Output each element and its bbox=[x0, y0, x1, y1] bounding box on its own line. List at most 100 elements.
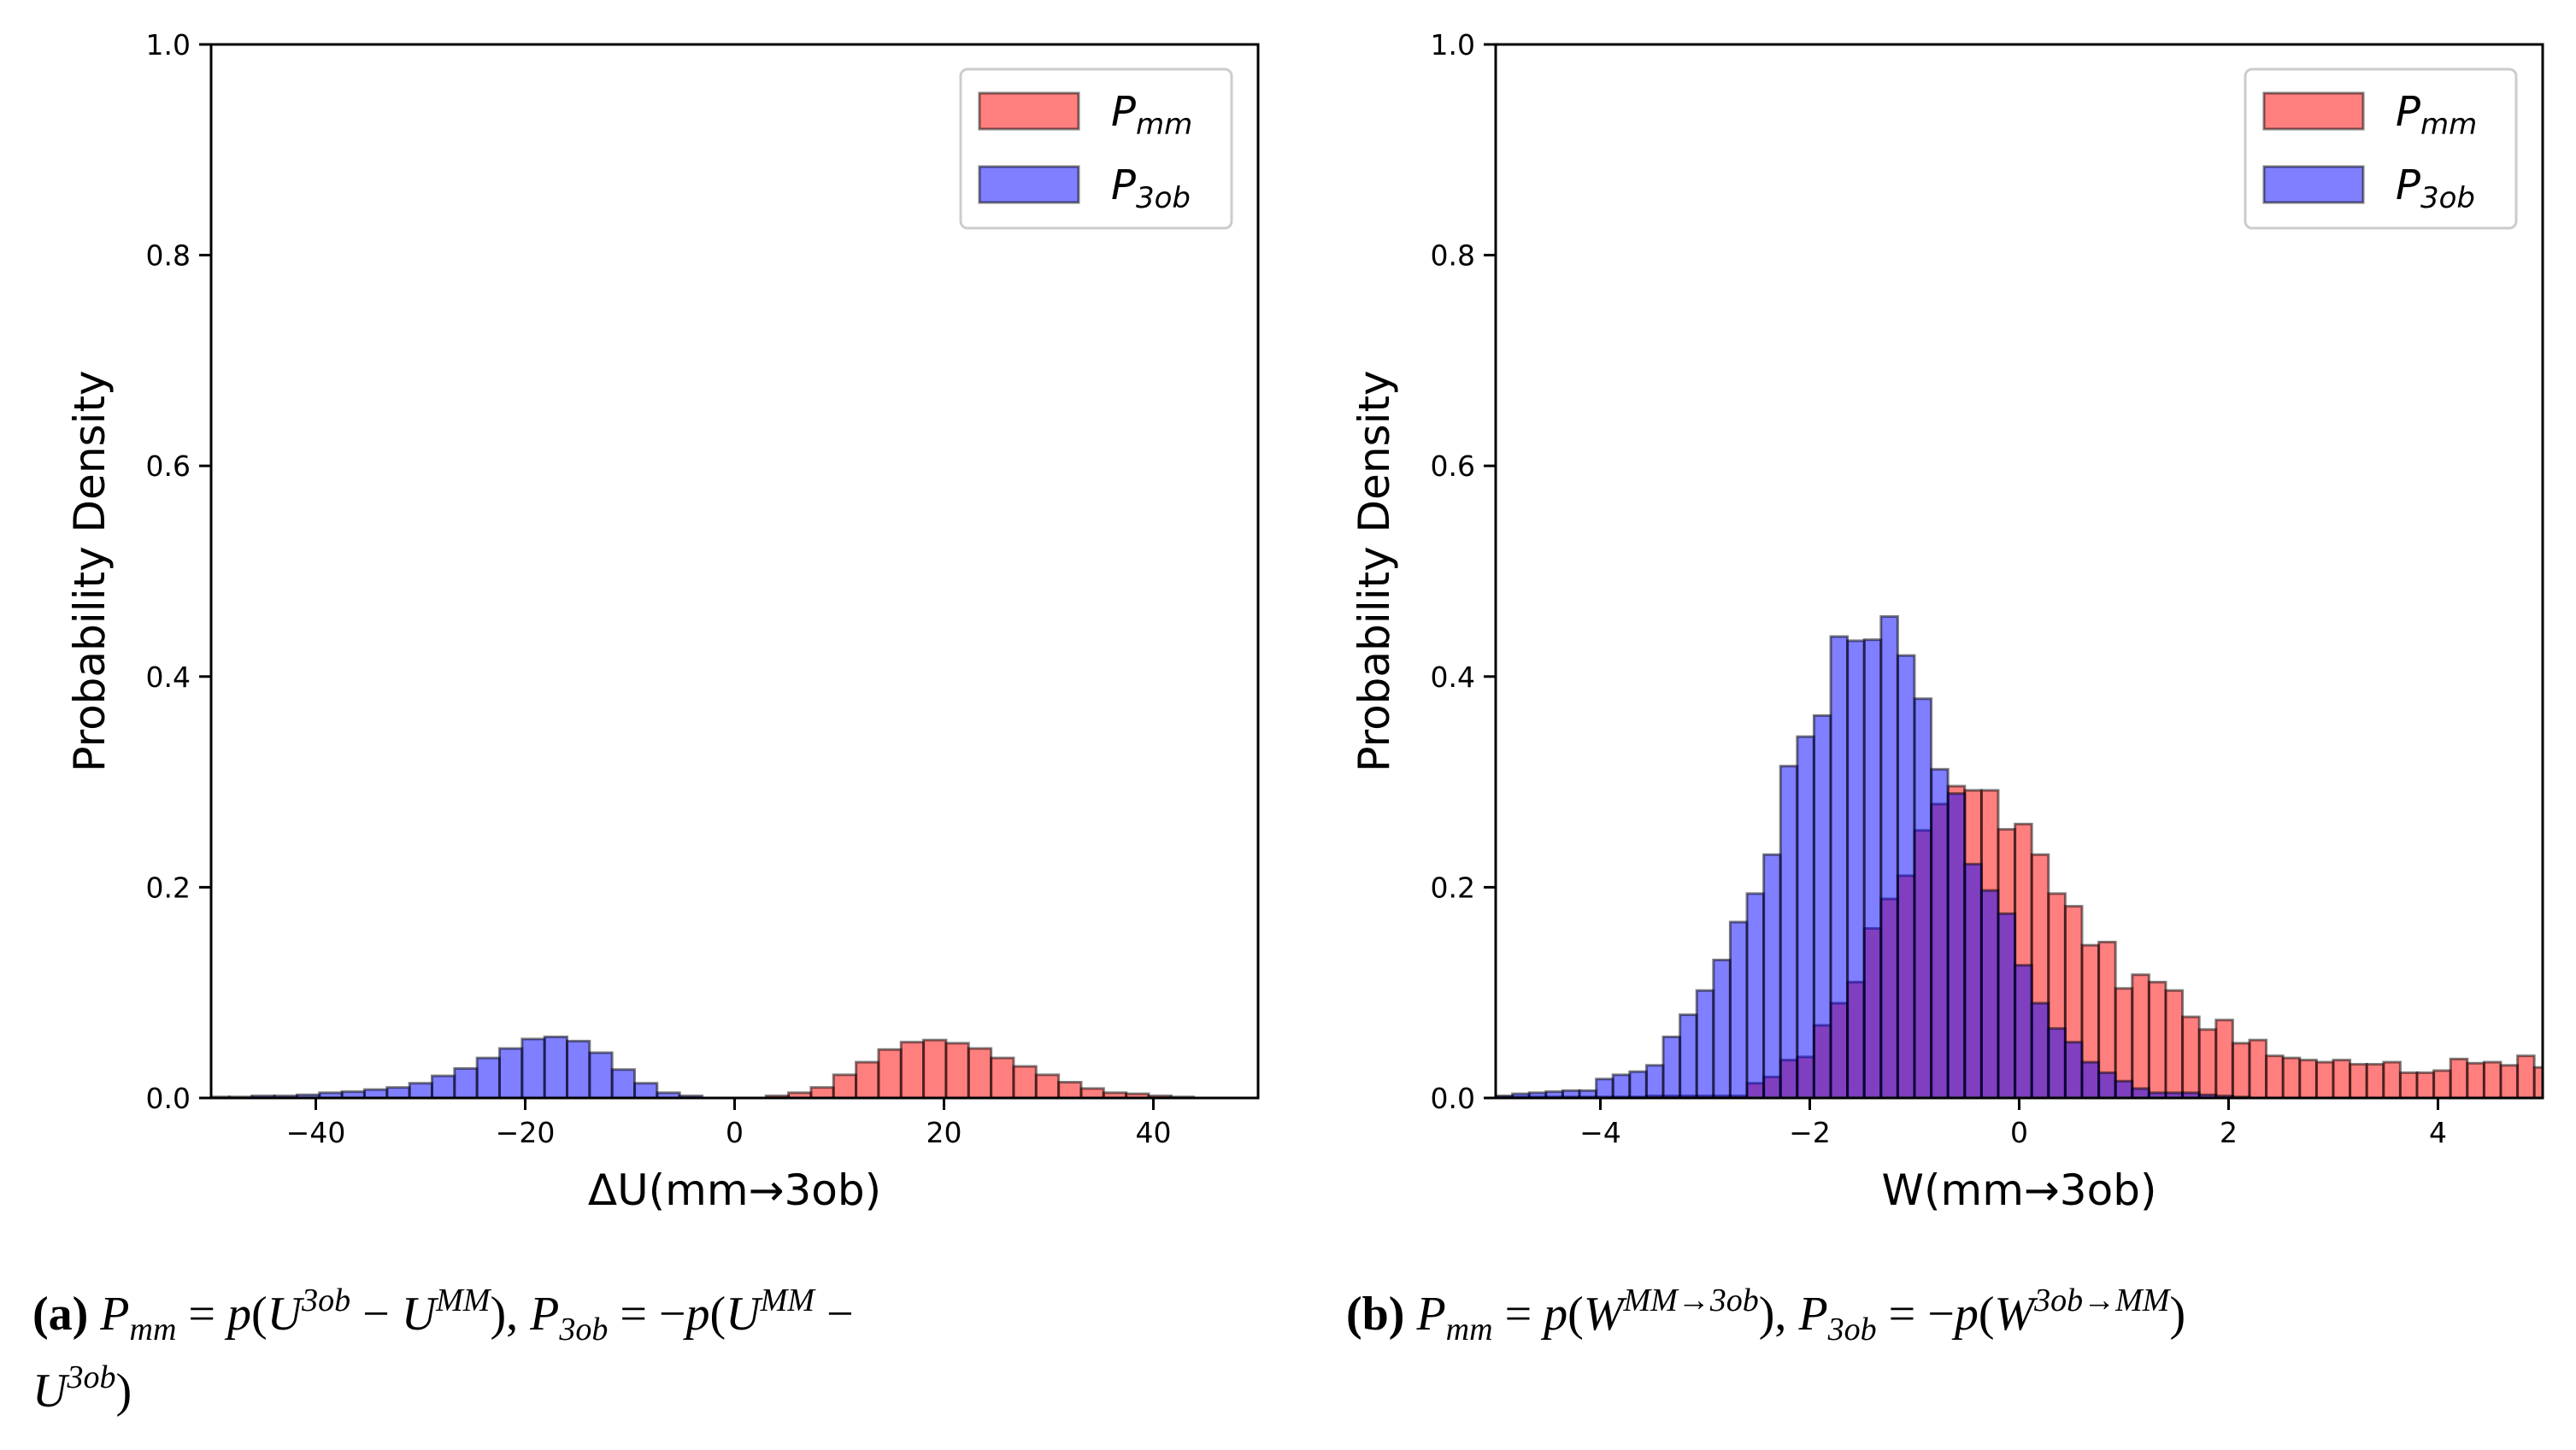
bar-p3ob bbox=[1946, 792, 1967, 1098]
legend-label-pmm: Pmm bbox=[1111, 88, 1192, 142]
bar-pmm bbox=[2131, 973, 2150, 1098]
y-tick-label: 0.0 bbox=[1431, 1082, 1475, 1115]
bar-pmm bbox=[2466, 1061, 2485, 1098]
bar-pmm bbox=[2298, 1059, 2318, 1098]
bar-pmm bbox=[2365, 1063, 2385, 1098]
bar-p3ob bbox=[2131, 1087, 2150, 1098]
y-tick-label: 0.2 bbox=[1431, 871, 1475, 904]
bar-pmm bbox=[2516, 1054, 2536, 1098]
bar-p3ob bbox=[1595, 1077, 1614, 1098]
bar-p3ob bbox=[2097, 1071, 2117, 1098]
bar-p3ob bbox=[1628, 1070, 1648, 1098]
y-tick-label: 0.2 bbox=[146, 871, 191, 904]
bar-pmm bbox=[1079, 1087, 1105, 1098]
bar-pmm bbox=[832, 1073, 858, 1098]
bar-p3ob bbox=[2014, 964, 2033, 1098]
x-tick-label: 4 bbox=[2429, 1116, 2447, 1149]
bar-pmm bbox=[2231, 1042, 2251, 1098]
bar-pmm bbox=[2214, 1019, 2234, 1098]
bars bbox=[1496, 615, 2543, 1098]
bar-p3ob bbox=[1812, 713, 1832, 1098]
bar-pmm bbox=[2449, 1057, 2469, 1098]
bar-pmm bbox=[855, 1060, 880, 1098]
bar-pmm bbox=[2197, 1028, 2218, 1098]
bar-p3ob bbox=[408, 1082, 433, 1098]
legend-swatch-pmm bbox=[2262, 91, 2365, 131]
bar-pmm bbox=[2314, 1060, 2335, 1098]
bar-pmm bbox=[2398, 1071, 2419, 1098]
bar-pmm bbox=[2349, 1063, 2368, 1098]
bar-p3ob bbox=[1796, 735, 1815, 1098]
x-tick-label: 0 bbox=[726, 1116, 744, 1149]
y-tick-label: 0.6 bbox=[146, 449, 191, 483]
bar-p3ob bbox=[633, 1082, 659, 1098]
bar-p3ob bbox=[475, 1056, 501, 1098]
bar-pmm bbox=[2432, 1069, 2452, 1098]
y-tick-label: 0.4 bbox=[1431, 660, 1475, 694]
bar-p3ob bbox=[2063, 1041, 2084, 1098]
bar-p3ob bbox=[453, 1066, 479, 1098]
y-tick-label: 0.0 bbox=[146, 1082, 191, 1115]
bar-pmm bbox=[2332, 1059, 2352, 1098]
bar-p3ob bbox=[543, 1035, 568, 1098]
bar-p3ob bbox=[497, 1047, 524, 1098]
bar-p3ob bbox=[610, 1068, 637, 1098]
bar-pmm bbox=[2265, 1054, 2285, 1098]
bar-p3ob bbox=[2030, 1001, 2050, 1098]
legend-label-pmm: Pmm bbox=[2396, 88, 2477, 142]
figure: −40 −20 0 20 400.00.20.40.60.81.0ΔU(mm→3ob)P… bbox=[65, 28, 2544, 1215]
bar-pmm bbox=[809, 1086, 835, 1098]
bar-p3ob bbox=[1829, 635, 1850, 1098]
x-tick-label: 40 bbox=[1136, 1116, 1172, 1149]
y-tick-label: 1.0 bbox=[146, 28, 191, 62]
bar-p3ob bbox=[1679, 1013, 1698, 1098]
bar-pmm bbox=[1057, 1081, 1083, 1098]
y-tick-label: 0.8 bbox=[1431, 239, 1475, 273]
bar-p3ob bbox=[1762, 853, 1782, 1098]
bar-p3ob bbox=[1661, 1035, 1682, 1098]
caption-a-continued: U3ob) bbox=[32, 1359, 132, 1418]
bar-pmm bbox=[1012, 1065, 1038, 1098]
bar-p3ob bbox=[1728, 920, 1749, 1098]
bar-pmm bbox=[2415, 1071, 2436, 1098]
y-tick-label: 0.4 bbox=[146, 660, 191, 694]
bar-pmm bbox=[922, 1038, 948, 1098]
bar-pmm bbox=[944, 1042, 970, 1098]
y-tick-label: 0.8 bbox=[146, 239, 191, 273]
y-axis-label: Probability Density bbox=[65, 370, 115, 772]
bar-p3ob bbox=[1695, 989, 1715, 1098]
legend-swatch-p3ob bbox=[2262, 165, 2365, 204]
panel-b-chart: −4 −2 0 2 4 0.0 0.2 0.4 0.6 0.8 1.0 W(mm→3ob) Probab… bbox=[1350, 28, 2544, 1215]
bar-pmm bbox=[967, 1047, 993, 1098]
bar-p3ob bbox=[385, 1086, 411, 1098]
bar-pmm bbox=[2147, 980, 2167, 1098]
bar-p3ob bbox=[1846, 639, 1866, 1098]
x-axis-label: ΔU(mm→3ob) bbox=[588, 1165, 881, 1215]
x-tick-label: 2 bbox=[2220, 1116, 2238, 1149]
bar-p3ob bbox=[566, 1039, 591, 1098]
bar-p3ob bbox=[520, 1037, 546, 1098]
caption-a: (a) Pmm = p(U3ob − UMM), P3ob = −p(UMM − bbox=[32, 1283, 854, 1347]
bar-p3ob bbox=[1644, 1064, 1665, 1098]
series-pmm bbox=[764, 1038, 1196, 1098]
x-tick-label: −20 bbox=[496, 1116, 556, 1149]
bar-pmm bbox=[2181, 1015, 2201, 1098]
bar-pmm bbox=[877, 1048, 903, 1098]
bar-p3ob bbox=[1879, 615, 1899, 1098]
bar-pmm bbox=[2164, 989, 2185, 1098]
x-tick-label: 0 bbox=[2010, 1116, 2028, 1149]
bar-p3ob bbox=[1997, 912, 2017, 1098]
y-axis-label: Probability Density bbox=[1350, 370, 1399, 772]
bar-p3ob bbox=[2114, 1079, 2134, 1098]
series-p3ob bbox=[1496, 615, 2251, 1098]
caption-a-label: (a) bbox=[32, 1288, 89, 1341]
x-tick-label: −4 bbox=[1579, 1116, 1621, 1149]
bar-pmm bbox=[2248, 1038, 2268, 1098]
bar-p3ob bbox=[1712, 958, 1732, 1098]
bar-p3ob bbox=[1862, 638, 1883, 1098]
bar-pmm bbox=[2499, 1064, 2520, 1098]
bars bbox=[211, 1035, 1196, 1098]
bar-pmm bbox=[899, 1041, 926, 1098]
bar-p3ob bbox=[588, 1051, 614, 1098]
caption-b: (b) Pmm = p(WMM→3ob), P3ob = −p(W3ob→MM) bbox=[1346, 1283, 2186, 1347]
